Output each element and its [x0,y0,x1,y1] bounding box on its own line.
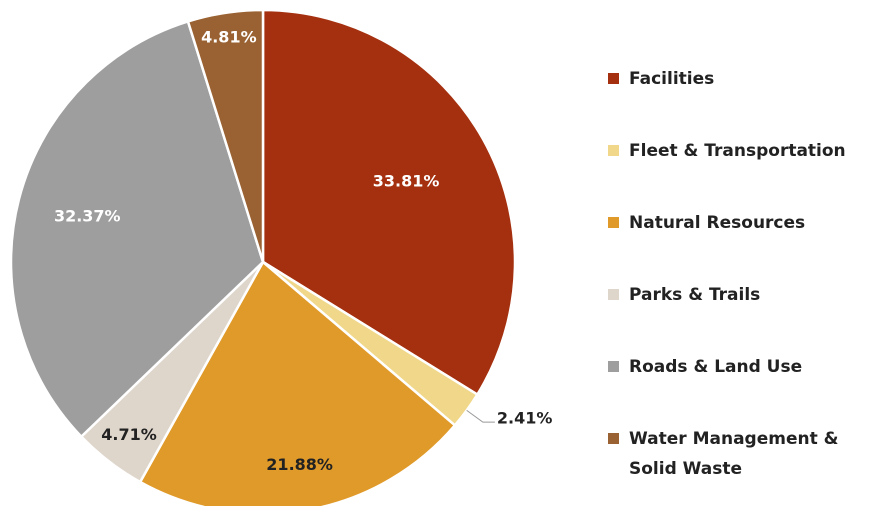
legend-item: Water Management & Solid Waste [608,424,879,484]
pie-slice [186,8,265,263]
legend-item: Roads & Land Use [608,352,802,382]
legend-item: Parks & Trails [608,280,760,310]
legend-item: Natural Resources [608,208,805,238]
data-label: 33.81% [373,172,440,191]
legend-label: Roads & Land Use [629,357,803,377]
legend-label: Fleet & Transportation [629,141,846,161]
legend-swatch [608,217,619,228]
legend-label: Water Management & Solid Waste [629,429,839,479]
data-label: 32.37% [54,206,121,225]
legend-swatch [608,73,619,84]
pie-slice [261,8,517,397]
pie-slice [138,260,457,506]
legend-label: Parks & Trails [629,285,761,305]
legend-label: Facilities [629,69,715,89]
data-label: 21.88% [266,455,333,474]
data-label: 4.71% [101,425,157,444]
data-label: 4.81% [201,27,257,46]
data-label: 2.41% [497,409,553,428]
legend-item: Facilities [608,64,714,94]
legend-swatch [608,433,619,444]
legend-swatch [608,289,619,300]
legend-swatch [608,145,619,156]
legend-item: Fleet & Transportation [608,136,846,166]
leader-line [466,409,495,423]
legend-label: Natural Resources [629,213,806,233]
pie-slice [9,19,265,439]
legend-swatch [608,361,619,372]
